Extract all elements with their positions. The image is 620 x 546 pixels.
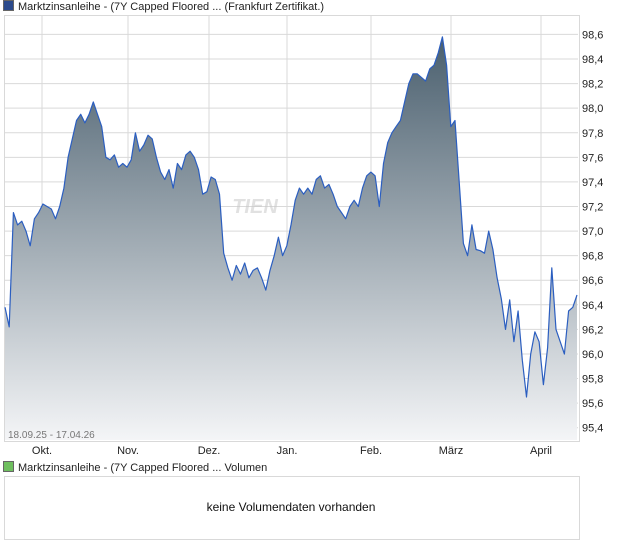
volume-legend-label: Marktzinsanleihe - (7Y Capped Floored ..… (18, 462, 268, 474)
x-tick-label: Dez. (198, 445, 221, 457)
y-tick-label: 98,4 (582, 54, 603, 66)
volume-series-swatch (3, 461, 14, 472)
x-tick-label: März (439, 445, 463, 457)
x-tick-label: Feb. (360, 445, 382, 457)
y-tick-label: 97,2 (582, 201, 603, 213)
price-series-swatch (3, 0, 14, 11)
x-tick-label: April (530, 445, 552, 457)
y-tick-label: 96,4 (582, 300, 603, 312)
y-tick-label: 96,2 (582, 324, 603, 336)
y-tick-label: 96,6 (582, 275, 603, 287)
y-tick-label: 95,8 (582, 374, 603, 386)
y-tick-label: 96,0 (582, 349, 603, 361)
y-tick-label: 98,2 (582, 79, 603, 91)
no-volume-message: keine Volumendaten vorhanden (206, 500, 376, 514)
y-tick-label: 98,0 (582, 103, 603, 115)
price-area-fill (5, 36, 577, 441)
y-tick-label: 97,0 (582, 226, 603, 238)
y-tick-label: 95,4 (582, 423, 603, 435)
x-tick-label: Nov. (117, 445, 139, 457)
volume-legend: Marktzinsanleihe - (7Y Capped Floored ..… (3, 461, 267, 475)
watermark: TIEN (232, 196, 278, 218)
x-tick-label: Okt. (32, 445, 52, 457)
y-axis: 98,6 98,4 98,2 98,0 97,8 97,6 97,4 97,2 97,0 96,8… (582, 29, 603, 434)
price-line (4, 36, 578, 398)
y-tick-label: 97,6 (582, 152, 603, 164)
y-tick-label: 97,8 (582, 128, 603, 140)
y-tick-label: 95,6 (582, 398, 603, 410)
y-tick-label: 97,4 (582, 177, 603, 189)
x-tick-label: Jan. (277, 445, 298, 457)
y-tick-label: 98,6 (582, 29, 603, 41)
x-axis: Okt. Nov. Dez. Jan. Feb. März April (32, 445, 552, 457)
date-range-label: 18.09.25 - 17.04.26 (8, 430, 95, 441)
price-legend-label: Marktzinsanleihe - (7Y Capped Floored ..… (18, 1, 325, 13)
y-tick-label: 96,8 (582, 251, 603, 263)
volume-chart-frame (4, 476, 580, 540)
price-legend: Marktzinsanleihe - (7Y Capped Floored ..… (3, 0, 324, 14)
watermark-text: TIEN (232, 196, 278, 218)
